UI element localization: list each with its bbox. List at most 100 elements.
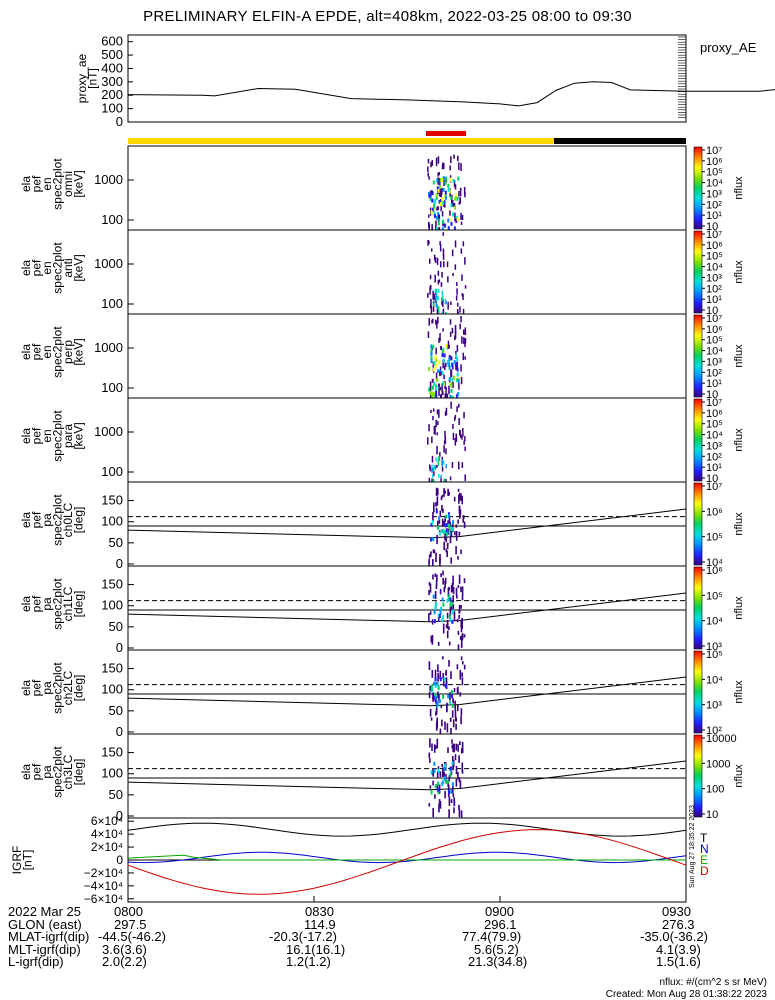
- spectrogram-cell: [433, 465, 436, 470]
- spectrogram-cell: [431, 478, 433, 485]
- spectrogram-cell: [442, 254, 445, 260]
- pitch-angle-cell: [432, 574, 434, 580]
- pitch-angle-cell: [449, 692, 451, 701]
- spectrogram-cell: [431, 378, 434, 383]
- spectrogram-cell: [444, 298, 446, 303]
- spectrogram-cell: [444, 365, 446, 370]
- pitch-angle-cell: [450, 585, 453, 593]
- pitch-angle-cell: [445, 677, 448, 685]
- spectrogram-cell: [432, 473, 434, 478]
- spectrogram-cell: [428, 214, 430, 218]
- loss-cone-line: [127, 676, 687, 707]
- pitch-angle-cell: [441, 719, 443, 727]
- colorbar-tick-label: 10³: [706, 272, 722, 284]
- y-axis-label-line: [nT]: [20, 850, 34, 871]
- pitch-angle-cell: [454, 754, 457, 761]
- spectrogram-cell: [437, 316, 439, 324]
- spectrogram-cell: [437, 270, 440, 276]
- spectrogram-cell: [453, 360, 456, 365]
- spectrogram-cell: [437, 460, 439, 464]
- spectrogram-cell: [460, 376, 463, 385]
- pitch-angle-cell: [433, 610, 436, 615]
- y-axis-label-line: pa: [40, 681, 54, 695]
- pitch-angle-cell: [431, 769, 434, 776]
- pitch-angle-cell: [458, 808, 461, 817]
- spectrogram-cell: [427, 331, 430, 338]
- spectrogram-cell: [428, 367, 431, 371]
- colorbar-tick-label: 10⁵: [706, 649, 723, 661]
- pitch-angle-cell: [433, 681, 436, 686]
- colorbar-tick-label: 10⁴: [706, 262, 723, 274]
- colorbar-label: nflux: [733, 176, 745, 200]
- y-axis-label-line: pa: [40, 765, 54, 779]
- pitch-angle-cell: [434, 692, 437, 697]
- y-axis-label-line: spec2plot: [50, 746, 64, 798]
- pitch-angle-cell: [455, 531, 458, 541]
- pitch-angle-cell: [437, 488, 439, 496]
- pitch-angle-cell: [448, 774, 451, 780]
- pitch-angle-cell: [435, 487, 438, 496]
- spectrogram-cell: [449, 394, 452, 399]
- spectrogram-cell: [463, 411, 465, 419]
- pitch-angle-cell: [435, 501, 437, 507]
- colorbar-tick-label: 10: [706, 473, 718, 485]
- pitch-angle-cell: [442, 623, 445, 634]
- spectrogram-cell: [428, 191, 430, 196]
- spectrogram-cell: [449, 476, 452, 481]
- pitch-angle-cell: [439, 728, 442, 736]
- legend-entry-d: D: [700, 864, 709, 878]
- footer-row-time: 2022 Mar 25 0800 0830 0900 0930: [8, 904, 768, 919]
- pitch-angle-cell: [447, 747, 449, 753]
- footer-value: 3.6(3.6): [102, 941, 147, 957]
- pitch-angle-cell: [460, 493, 462, 501]
- spectrogram-cell: [450, 203, 453, 208]
- pitch-angle-cell: [434, 619, 436, 624]
- spectrogram-cell: [430, 351, 433, 356]
- spectrogram-cell: [429, 466, 431, 472]
- pitch-angle-cell: [435, 695, 438, 700]
- spectrogram-cell: [439, 177, 442, 182]
- pitch-angle-cell: [439, 677, 442, 682]
- pitch-angle-cell: [447, 694, 450, 699]
- spectrogram-cell: [435, 226, 437, 230]
- pitch-angle-cell: [459, 741, 461, 745]
- spectrogram-cell: [458, 418, 460, 425]
- y-tick-label: 300: [101, 74, 123, 89]
- pitch-angle-cell: [448, 491, 450, 496]
- pitch-angle-cell: [430, 522, 433, 527]
- legend-entry-n: N: [700, 842, 709, 856]
- spectrogram-cell: [428, 221, 430, 228]
- colorbar-label: nflux: [733, 680, 745, 704]
- pitch-angle-cell: [444, 490, 446, 494]
- footer-value: 1.2(1.2): [286, 954, 331, 969]
- pitch-angle-cell: [447, 488, 449, 496]
- spectrogram-cell: [437, 369, 440, 374]
- pitch-angle-cell: [442, 570, 444, 576]
- spectrogram-cell: [454, 193, 457, 198]
- footer-value: 0800: [114, 904, 143, 919]
- spectrogram-cell: [441, 165, 444, 170]
- pitch-angle-cell: [446, 612, 449, 619]
- pitch-angle-cell: [452, 743, 454, 752]
- pitch-angle-cell: [444, 776, 447, 780]
- spectrogram-cell: [429, 258, 431, 264]
- pitch-angle-cell: [440, 573, 442, 578]
- spectrogram-cell: [441, 293, 444, 298]
- pitch-angle-cell: [437, 525, 439, 530]
- spectrogram-cell: [441, 349, 444, 353]
- spectrogram-cell: [452, 199, 454, 207]
- stacked-plot-figure: 0100200300400500600proxy_ae[nT]proxy_AE1…: [10, 34, 775, 905]
- spectrogram-cell: [427, 239, 429, 246]
- spectrogram-cell: [441, 466, 444, 472]
- y-tick-label: 100: [101, 514, 123, 529]
- pitch-angle-cell: [443, 771, 445, 778]
- y-axis-label-line: ela: [19, 344, 33, 360]
- pitch-angle-cell: [439, 801, 442, 809]
- spectrogram-cell: [446, 261, 449, 268]
- pitch-angle-cell: [432, 537, 435, 542]
- y-tick-label: 150: [101, 661, 123, 676]
- y-tick-label: 6×10⁴: [91, 814, 123, 828]
- pitch-angle-cell: [449, 603, 452, 608]
- spectrogram-cell: [438, 199, 441, 204]
